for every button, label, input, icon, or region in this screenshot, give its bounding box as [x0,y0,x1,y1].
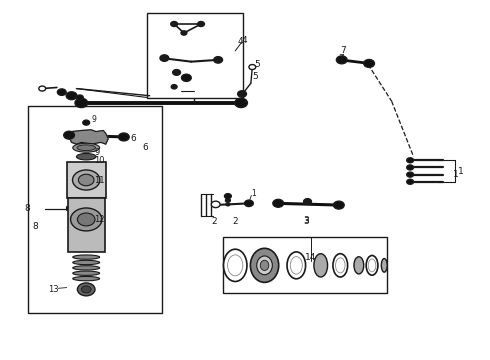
Text: 6: 6 [131,134,136,143]
Ellipse shape [336,258,345,273]
Ellipse shape [287,252,306,279]
Text: 5: 5 [254,60,260,69]
Ellipse shape [228,255,243,276]
Circle shape [407,172,414,177]
Circle shape [78,174,94,186]
Ellipse shape [381,258,387,272]
Circle shape [181,31,187,35]
Text: 3: 3 [304,217,309,226]
Ellipse shape [354,257,364,274]
Ellipse shape [73,143,99,152]
Circle shape [245,200,253,207]
Circle shape [119,133,129,141]
Circle shape [75,98,88,108]
Text: 7: 7 [340,46,345,55]
Circle shape [77,213,95,226]
Text: 8: 8 [24,204,30,213]
Circle shape [181,74,191,81]
Text: 10: 10 [95,156,105,165]
Circle shape [407,165,414,170]
Text: 1: 1 [458,167,464,176]
Circle shape [407,158,414,163]
Text: 12: 12 [95,215,105,224]
Ellipse shape [333,254,347,277]
Ellipse shape [73,271,99,275]
Bar [223,237,387,293]
Ellipse shape [73,266,99,270]
Ellipse shape [250,248,279,282]
Bar [147,13,243,98]
Ellipse shape [257,256,272,275]
Ellipse shape [73,276,99,281]
Ellipse shape [73,260,99,265]
Circle shape [197,22,204,27]
Circle shape [235,98,247,108]
Text: 1: 1 [453,170,459,179]
Text: 9: 9 [91,114,96,123]
Ellipse shape [314,254,328,277]
Circle shape [77,283,95,296]
Circle shape [273,199,284,207]
Circle shape [226,203,230,206]
Text: 3: 3 [304,216,309,225]
Ellipse shape [223,249,247,282]
Circle shape [364,59,374,67]
Text: 2: 2 [212,217,218,226]
Circle shape [249,64,256,69]
Text: 4: 4 [238,37,244,46]
Text: 1: 1 [251,189,256,198]
Circle shape [172,69,180,75]
Circle shape [211,201,220,208]
Ellipse shape [366,256,378,275]
Circle shape [64,131,74,139]
Ellipse shape [290,257,302,274]
Circle shape [336,56,347,64]
Text: 5: 5 [252,72,258,81]
Text: 11: 11 [95,176,105,185]
Circle shape [39,86,46,91]
Circle shape [76,95,83,100]
Circle shape [83,120,90,125]
Circle shape [238,91,246,97]
Bar [67,162,106,198]
Circle shape [81,286,91,293]
Text: 14: 14 [305,253,317,262]
Polygon shape [69,130,108,144]
Circle shape [171,85,177,89]
Ellipse shape [77,145,96,150]
Text: 9: 9 [95,148,100,157]
Bar [68,198,105,252]
Circle shape [333,201,344,209]
Ellipse shape [73,255,99,259]
Text: 6: 6 [143,143,148,152]
Circle shape [224,194,231,199]
Ellipse shape [260,260,269,270]
Circle shape [160,55,169,61]
Text: 2: 2 [233,217,239,226]
Ellipse shape [368,259,376,272]
Text: 7: 7 [338,54,343,63]
Circle shape [225,199,230,202]
Circle shape [73,170,100,190]
Circle shape [407,179,414,184]
Bar [27,107,162,313]
Circle shape [171,22,177,27]
Circle shape [66,92,77,100]
Circle shape [57,89,66,95]
Circle shape [304,199,312,204]
Circle shape [71,208,102,231]
Text: 8: 8 [32,222,38,231]
Text: 4: 4 [242,36,247,45]
Circle shape [214,57,222,63]
Text: 13: 13 [49,285,59,294]
Ellipse shape [76,153,96,160]
